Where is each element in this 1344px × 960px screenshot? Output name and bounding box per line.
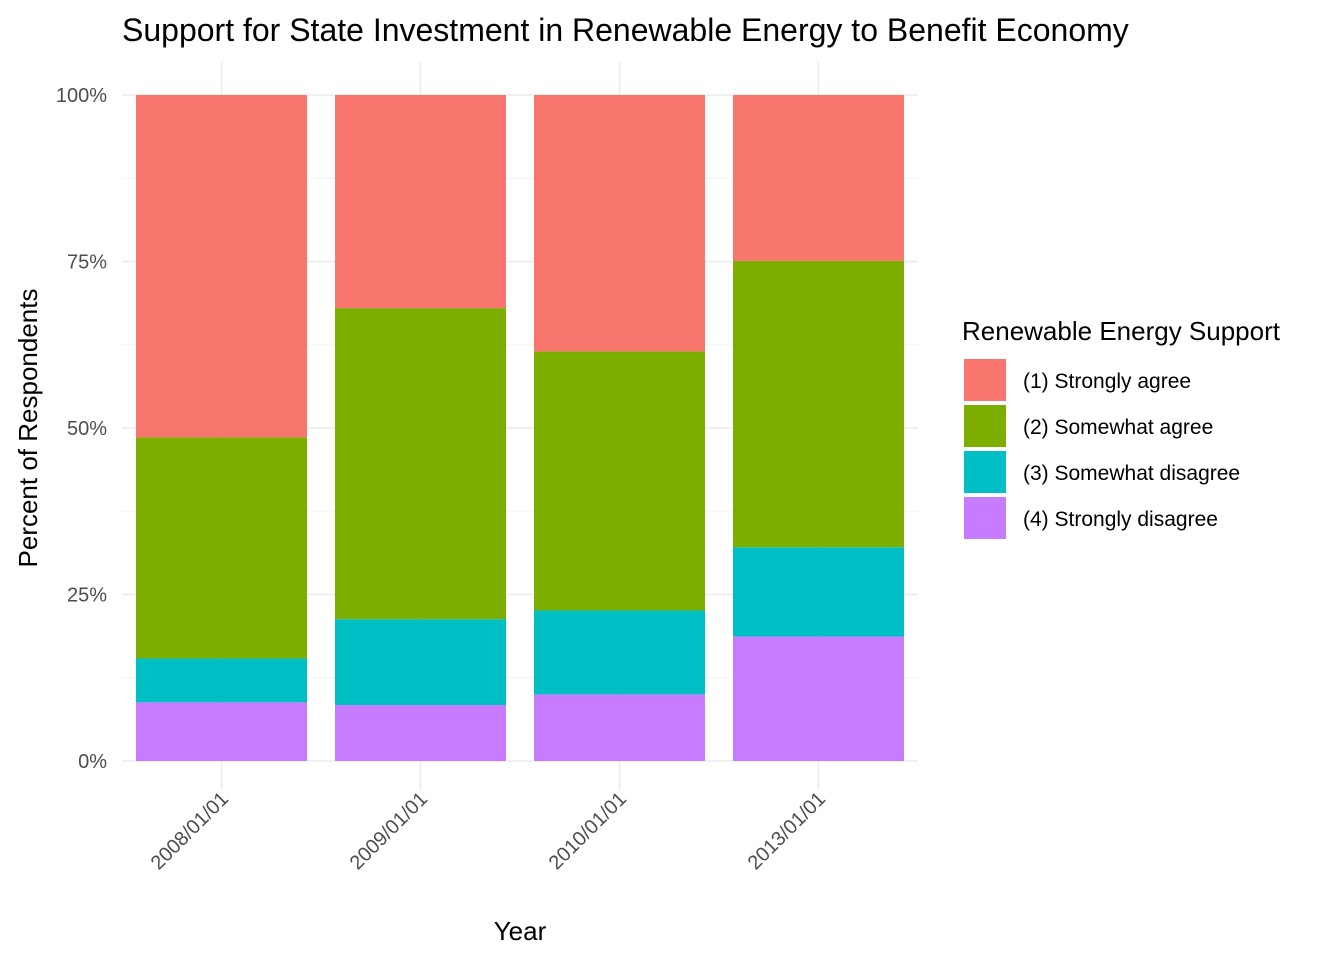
bar-segment	[534, 351, 705, 611]
legend-swatch	[964, 451, 1006, 493]
y-tick-label: 50%	[67, 418, 107, 440]
x-tick-label: 2008/01/01	[147, 788, 233, 874]
bar-segment	[136, 658, 307, 703]
x-tick-label: 2013/01/01	[744, 788, 830, 874]
y-tick-label: 25%	[67, 585, 107, 607]
legend-label: (1) Strongly agree	[1023, 370, 1191, 393]
bar-segment	[335, 705, 506, 761]
x-axis-tick-labels: 2008/01/01 2009/01/01 2010/01/01 2013/01/01	[147, 788, 830, 874]
x-tick-label: 2010/01/01	[545, 788, 631, 874]
y-tick-label: 100%	[56, 85, 107, 107]
x-tick-label: 2009/01/01	[346, 788, 432, 874]
bar-segment	[335, 95, 506, 309]
bar-segment	[534, 610, 705, 695]
legend-label: (4) Strongly disagree	[1023, 508, 1218, 531]
legend-swatch	[964, 359, 1006, 401]
legend-title: Renewable Energy Support	[962, 316, 1281, 346]
bars	[136, 95, 904, 761]
bar-segment	[136, 437, 307, 659]
bar-segment	[733, 636, 904, 761]
bar-segment	[136, 95, 307, 438]
bar-segment	[335, 308, 506, 620]
y-axis-tick-labels: 0% 25% 50% 75% 100%	[56, 85, 107, 773]
y-tick-label: 0%	[78, 751, 107, 773]
bar-segment	[733, 547, 904, 637]
legend-swatch	[964, 405, 1006, 447]
legend-swatch	[964, 497, 1006, 539]
y-axis-title: Percent of Respondents	[13, 289, 43, 568]
bar-segment	[335, 619, 506, 706]
y-tick-label: 75%	[67, 252, 107, 274]
bar-segment	[534, 694, 705, 761]
bar-segment	[534, 95, 705, 352]
legend-label: (3) Somewhat disagree	[1023, 462, 1240, 485]
legend: Renewable Energy Support (1) Strongly ag…	[962, 316, 1281, 539]
bar-segment	[733, 95, 904, 261]
chart-title: Support for State Investment in Renewabl…	[122, 12, 1129, 48]
bar-segment	[136, 702, 307, 761]
legend-label: (2) Somewhat agree	[1023, 416, 1213, 439]
bar-segment	[733, 260, 904, 548]
x-axis-title: Year	[494, 916, 547, 946]
legend-items: (1) Strongly agree (2) Somewhat agree (3) …	[964, 359, 1240, 539]
